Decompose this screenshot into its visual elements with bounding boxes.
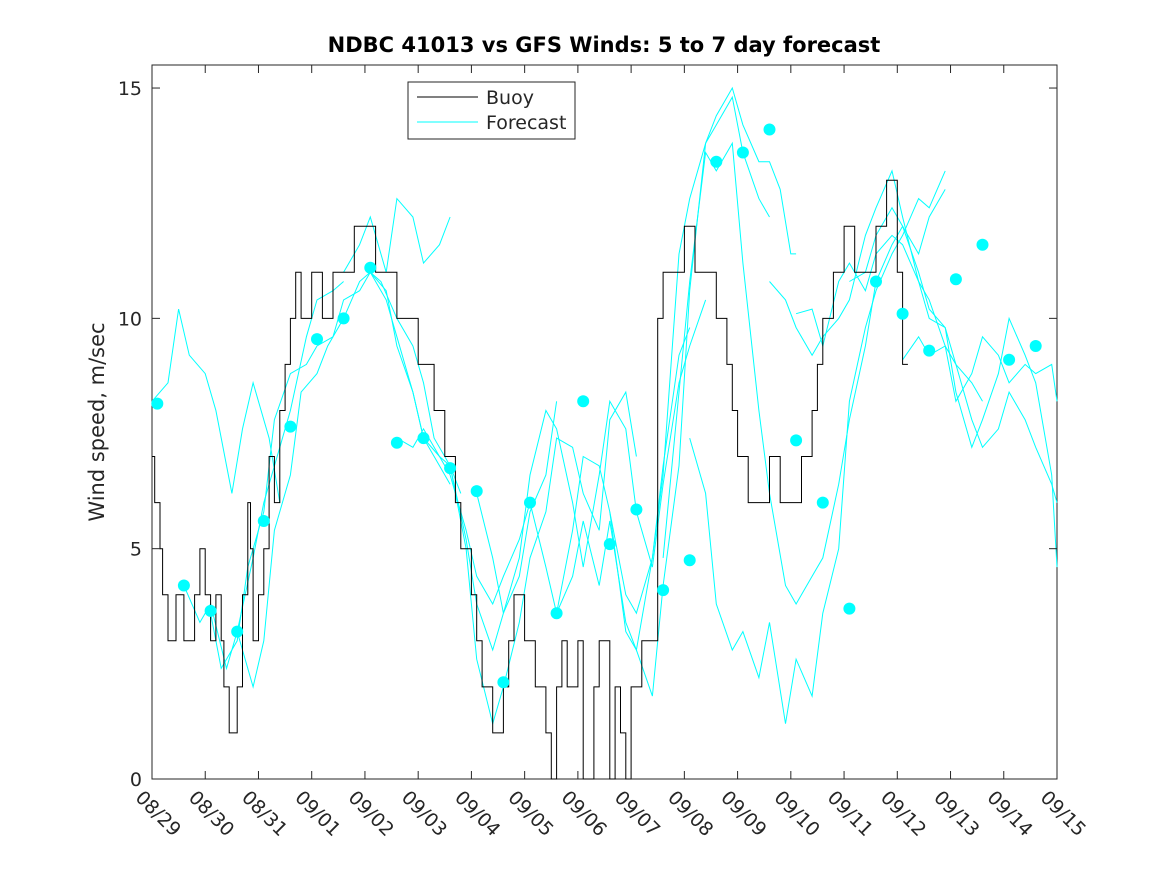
y-tick-label-3: 15 <box>118 78 142 100</box>
y-tick-label-2: 10 <box>118 308 142 330</box>
y-axis: 0 5 10 15 <box>118 78 1057 791</box>
legend: Buoy Forecast <box>407 81 576 140</box>
forecast-line-9 <box>556 95 770 652</box>
buoy-line <box>152 179 908 780</box>
y-tick-label-0: 0 <box>130 769 142 791</box>
forecast-marker-32 <box>1003 353 1016 366</box>
forecast-marker-33 <box>1029 340 1042 352</box>
forecast-marker-22 <box>736 146 749 159</box>
forecast-marker-12 <box>470 485 483 498</box>
forecast-marker-24 <box>790 434 803 447</box>
forecast-marker-4 <box>257 515 270 527</box>
forecast-marker-30 <box>949 273 962 286</box>
forecast-marker-20 <box>683 554 696 567</box>
y-tick-label-1: 5 <box>130 539 142 561</box>
chart-title: NDBC 41013 vs GFS Winds: 5 to 7 day fore… <box>328 33 881 57</box>
forecast-marker-2 <box>204 604 217 617</box>
forecast-marker-16 <box>577 395 590 408</box>
forecast-marker-31 <box>976 238 989 251</box>
forecast-marker-25 <box>816 496 829 509</box>
forecast-marker-6 <box>311 333 323 346</box>
forecast-marker-7 <box>337 312 350 325</box>
forecast-marker-11 <box>444 462 457 475</box>
forecast-marker-21 <box>710 155 723 168</box>
forecast-line-3 <box>236 271 462 689</box>
forecast-marker-23 <box>763 123 776 136</box>
forecast-line-8 <box>476 299 707 614</box>
forecast-line-4 <box>343 197 451 273</box>
forecast-marker-0 <box>151 397 164 410</box>
forecast-marker-26 <box>843 602 856 615</box>
forecast-marker-9 <box>390 436 403 449</box>
buoy-series <box>152 179 908 780</box>
forecast-line-10 <box>609 86 797 697</box>
legend-forecast-label: Forecast <box>486 112 566 134</box>
forecast-marker-18 <box>630 503 643 516</box>
forecast-marker-29 <box>923 344 936 357</box>
forecast-marker-1 <box>177 579 190 592</box>
forecast-marker-5 <box>284 420 297 433</box>
forecast-line-5 <box>369 271 558 652</box>
y-axis-label: Wind speed, m/sec <box>85 322 109 521</box>
forecast-marker-13 <box>497 676 510 689</box>
forecast-marker-10 <box>417 432 430 445</box>
forecast-line-0 <box>151 308 281 503</box>
plot-area: 08/2908/3008/3109/0109/0209/0309/0409/05… <box>118 64 1090 841</box>
legend-buoy-label: Buoy <box>486 87 534 109</box>
forecast-marker-27 <box>870 275 882 288</box>
forecast-marker-17 <box>603 538 616 551</box>
forecast-marker-8 <box>364 261 377 274</box>
forecast-marker-3 <box>231 625 244 638</box>
forecast-marker-19 <box>657 584 670 597</box>
forecast-marker-28 <box>896 307 909 320</box>
forecast-line-12 <box>689 170 946 724</box>
legend-box <box>407 81 576 140</box>
forecast-marker-15 <box>550 607 563 620</box>
forecast-marker-14 <box>524 496 536 509</box>
forecast-markers <box>151 123 1042 689</box>
forecast-line-14 <box>795 234 1058 503</box>
axes-box <box>151 64 1058 780</box>
